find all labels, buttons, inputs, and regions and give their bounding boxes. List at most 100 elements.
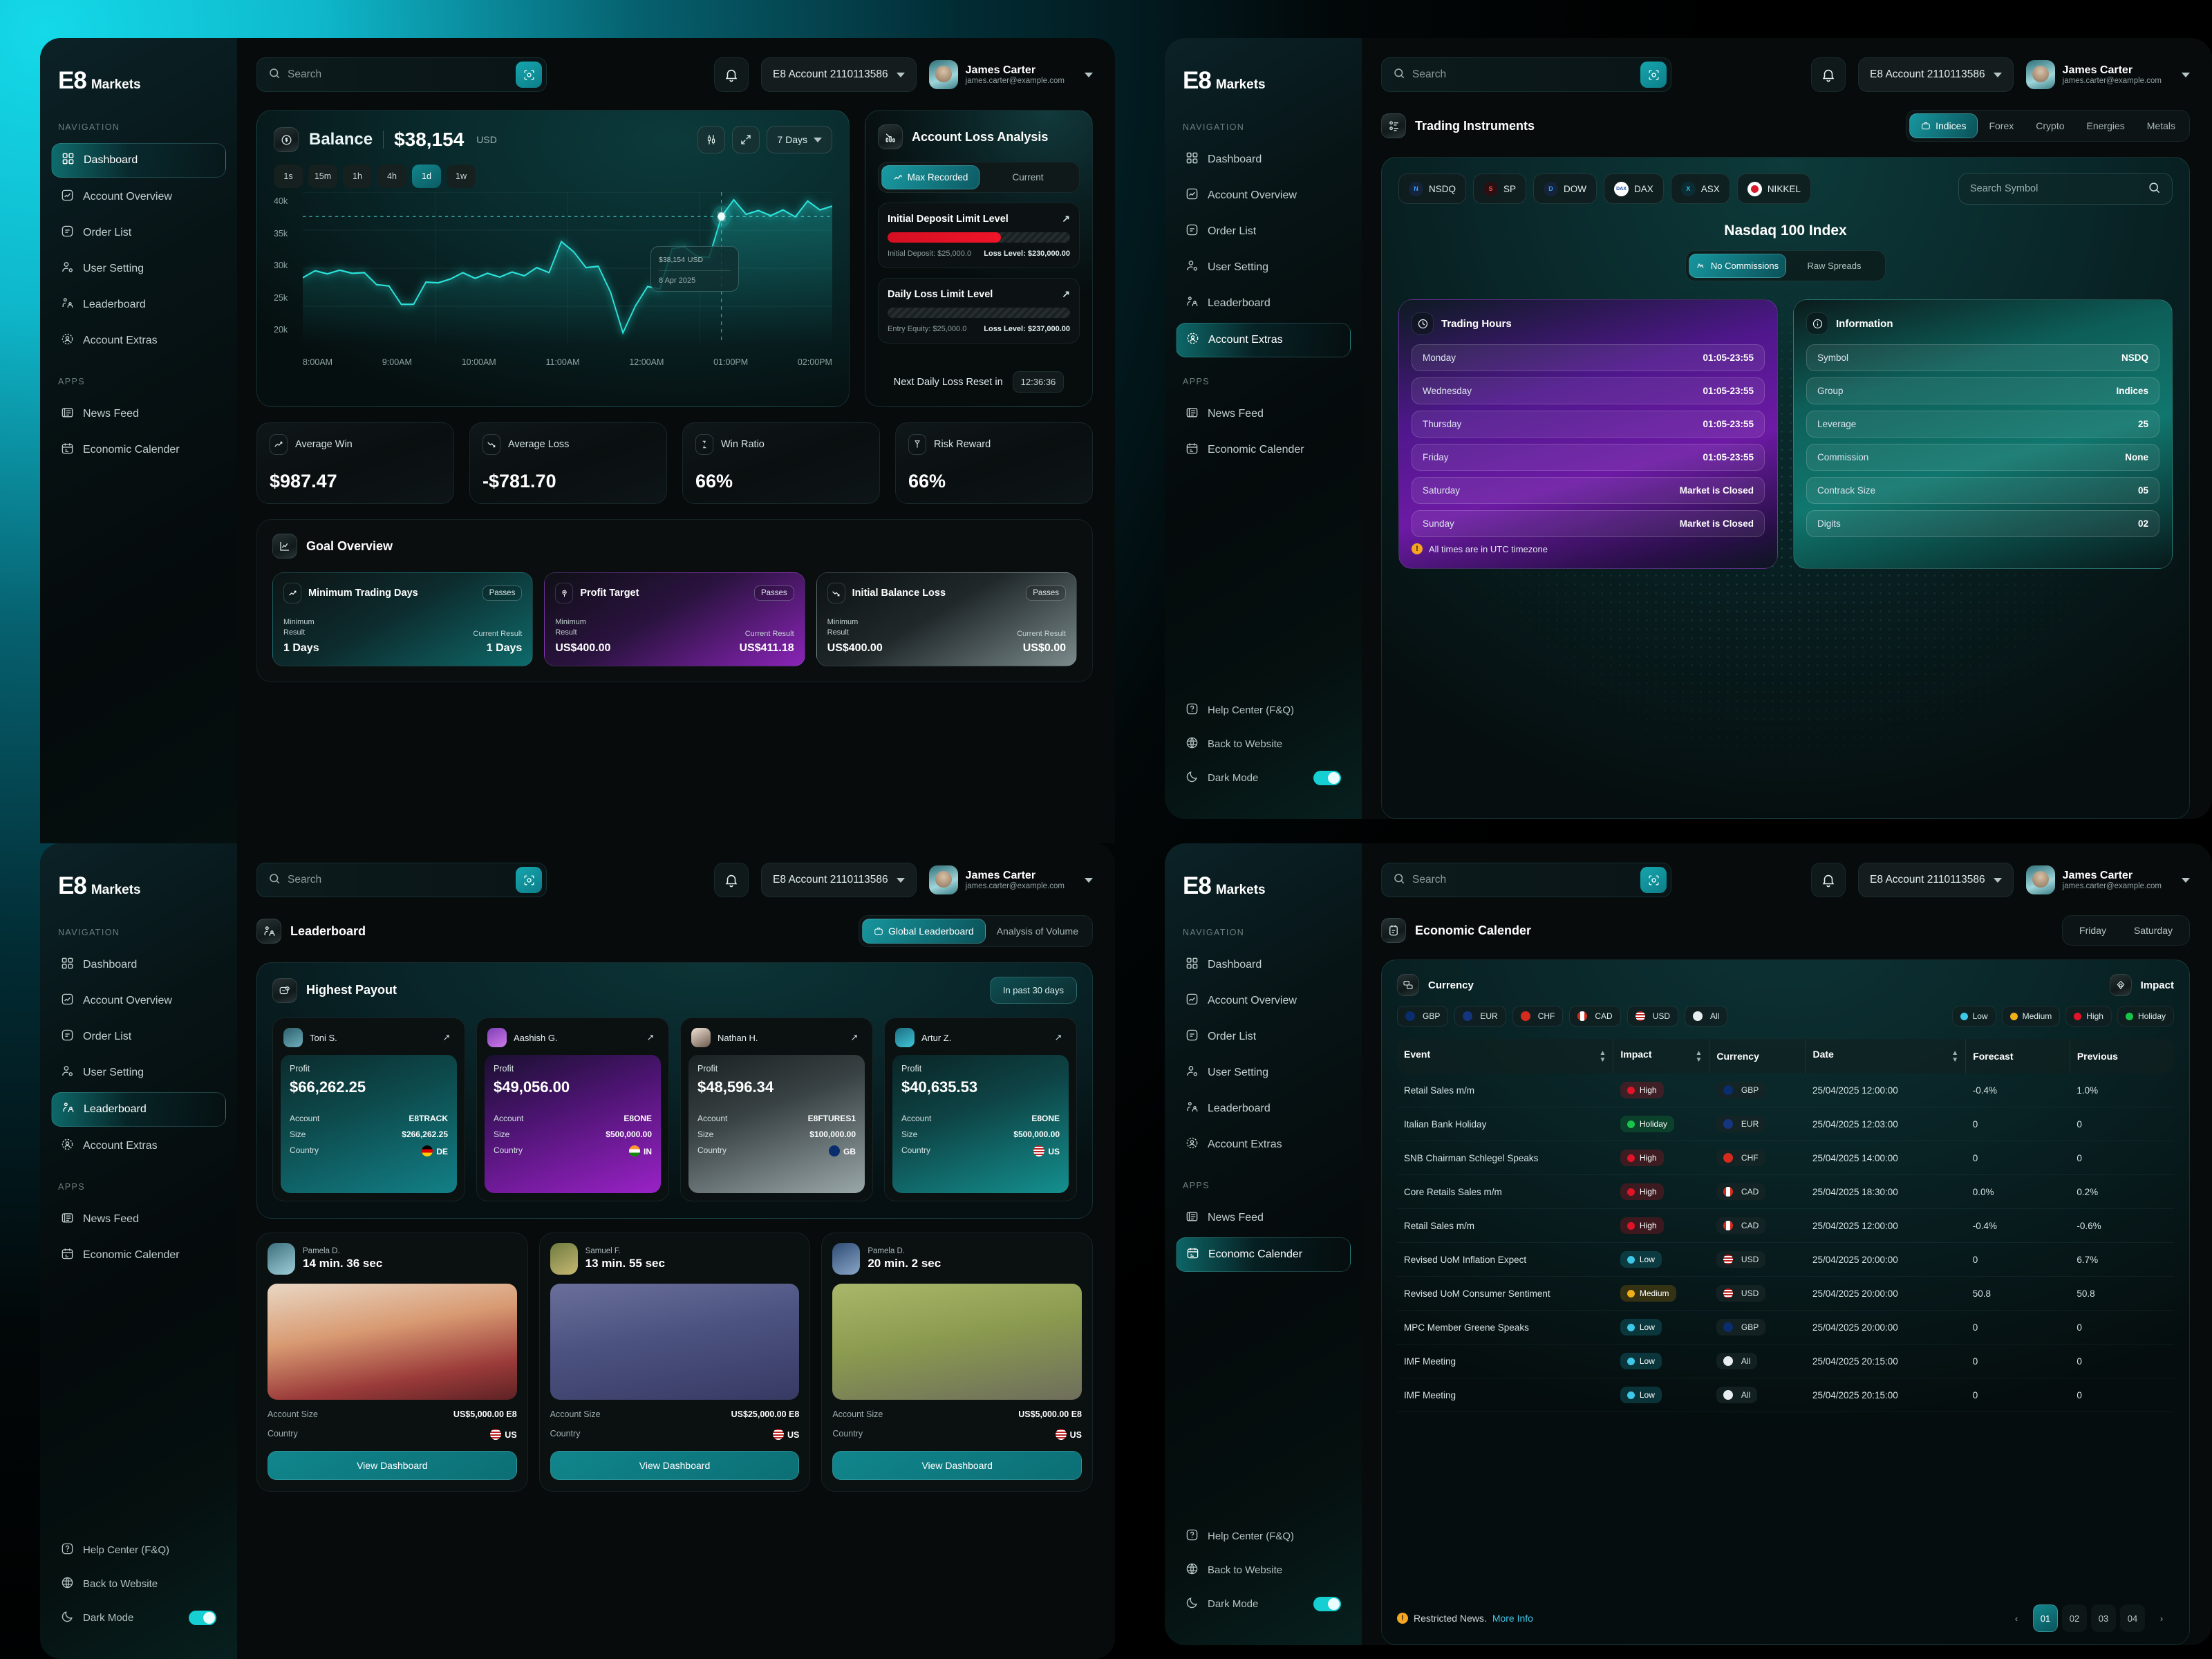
user-menu[interactable]: James Carter james.carter@example.com bbox=[928, 865, 1093, 894]
chevron-down-icon[interactable] bbox=[1085, 72, 1093, 77]
open-arrow-icon[interactable]: ↗ bbox=[1062, 288, 1070, 299]
account-selector[interactable]: E8 Account 2110113586 bbox=[761, 57, 917, 92]
sidebar-item-account-overview[interactable]: Account Overview bbox=[1176, 984, 1351, 1018]
table-row[interactable]: MPC Member Greene Speaks Low GBP 25/04/2025… bbox=[1397, 1310, 2174, 1344]
open-arrow-icon[interactable]: ↗ bbox=[850, 1032, 859, 1042]
sidebar-item-help-center[interactable]: Help Center (F&Q) bbox=[1176, 1520, 1351, 1553]
tab-no-commissions[interactable]: No Commissions bbox=[1689, 254, 1786, 278]
tab-global-leaderboard[interactable]: Global Leaderboard bbox=[861, 919, 986, 944]
table-row[interactable]: Revised UoM Consumer Sentiment Medium USD 2… bbox=[1397, 1276, 2174, 1311]
symbol-chip-dax[interactable]: DAX DAX bbox=[1604, 174, 1664, 204]
sidebar-item-account-extras[interactable]: Account Extras bbox=[1176, 1128, 1351, 1161]
sidebar-item-economic-calendar[interactable]: Economc Calender bbox=[1176, 1237, 1351, 1272]
chevron-down-icon[interactable] bbox=[2182, 877, 2190, 883]
currency-chip-gbp[interactable]: GBP bbox=[1397, 1006, 1449, 1027]
prev-page-button[interactable]: ‹ bbox=[2014, 1613, 2018, 1624]
account-selector[interactable]: E8 Account 2110113586 bbox=[761, 863, 917, 897]
symbol-chip-dow[interactable]: D DOW bbox=[1533, 174, 1597, 204]
dark-mode-row[interactable]: Dark Mode bbox=[1176, 1588, 1351, 1620]
range-selector[interactable]: 7 Days bbox=[767, 126, 832, 153]
legend-medium[interactable]: Medium bbox=[2001, 1006, 2061, 1027]
page-02[interactable]: 02 bbox=[2062, 1604, 2087, 1632]
col-previous[interactable]: Previous bbox=[2070, 1039, 2174, 1074]
sidebar-item-order-list[interactable]: Order List bbox=[1176, 215, 1351, 248]
timeframe-1h[interactable]: 1h bbox=[343, 165, 372, 188]
scan-icon[interactable] bbox=[516, 62, 542, 88]
leaderboard-card[interactable]: Nathan H. ↗ Profit $48,596.34 Account E8F… bbox=[680, 1018, 873, 1201]
sidebar-item-leaderboard[interactable]: Leaderboard bbox=[1176, 287, 1351, 320]
chevron-down-icon[interactable] bbox=[1085, 877, 1093, 883]
dark-mode-row[interactable]: Dark Mode bbox=[1176, 762, 1351, 794]
dark-mode-toggle[interactable] bbox=[1313, 771, 1341, 785]
sidebar-item-news-feed[interactable]: News Feed bbox=[1176, 1201, 1351, 1235]
notifications-button[interactable] bbox=[714, 57, 749, 92]
table-row[interactable]: IMF Meeting Low All 25/04/2025 20:15:00 0 0 bbox=[1397, 1344, 2174, 1378]
table-row[interactable]: Core Retails Sales m/m High CAD 25/04/2025 … bbox=[1397, 1174, 2174, 1209]
col-event[interactable]: Event ▲ ▼ bbox=[1397, 1039, 1614, 1074]
tab-crypto[interactable]: Crypto bbox=[2036, 120, 2065, 131]
sidebar-item-back-to-website[interactable]: Back to Website bbox=[1176, 1554, 1351, 1586]
currency-chip-chf[interactable]: CHF bbox=[1512, 1006, 1564, 1027]
leaderboard-card[interactable]: Aashish G. ↗ Profit $49,056.00 Account E8… bbox=[476, 1018, 669, 1201]
sidebar-item-user-setting[interactable]: User Setting bbox=[1176, 1056, 1351, 1089]
table-row[interactable]: SNB Chairman Schlegel Speaks High CHF 25/04… bbox=[1397, 1141, 2174, 1175]
sidebar-item-dashboard[interactable]: Dashboard bbox=[51, 143, 226, 178]
notifications-button[interactable] bbox=[1811, 57, 1846, 92]
tab-saturday[interactable]: Saturday bbox=[2133, 925, 2173, 936]
sidebar-item-account-extras[interactable]: Account Extras bbox=[1176, 323, 1351, 357]
symbol-chip-sp[interactable]: S SP bbox=[1473, 174, 1527, 204]
dark-mode-row[interactable]: Dark Mode bbox=[51, 1602, 226, 1634]
sort-icon[interactable]: ▲ ▼ bbox=[1695, 1049, 1703, 1064]
sidebar-item-dashboard[interactable]: Dashboard bbox=[1176, 143, 1351, 176]
sidebar-item-back-to-website[interactable]: Back to Website bbox=[51, 1568, 226, 1600]
tab-metals[interactable]: Metals bbox=[2146, 120, 2175, 131]
sidebar-item-leaderboard[interactable]: Leaderboard bbox=[51, 1092, 226, 1127]
tab-indices[interactable]: Indices bbox=[1909, 113, 1978, 138]
table-row[interactable]: Italian Bank Holiday Holiday EUR 25/04/2025… bbox=[1397, 1107, 2174, 1141]
table-row[interactable]: Retail Sales m/m High GBP 25/04/2025 12:00:… bbox=[1397, 1074, 2174, 1107]
sidebar-item-economic-calendar[interactable]: Economic Calender bbox=[1176, 433, 1351, 467]
sidebar-item-order-list[interactable]: Order List bbox=[51, 1020, 226, 1053]
timeframe-1w[interactable]: 1w bbox=[447, 165, 476, 188]
sidebar-item-leaderboard[interactable]: Leaderboard bbox=[1176, 1092, 1351, 1125]
sidebar-item-user-setting[interactable]: User Setting bbox=[51, 252, 226, 285]
col-forecast[interactable]: Forecast bbox=[1965, 1039, 2070, 1074]
sidebar-item-account-overview[interactable]: Account Overview bbox=[51, 984, 226, 1018]
open-arrow-icon[interactable]: ↗ bbox=[442, 1032, 451, 1042]
view-dashboard-button[interactable]: View Dashboard bbox=[550, 1451, 800, 1480]
scan-icon[interactable] bbox=[1640, 867, 1667, 893]
sidebar-item-news-feed[interactable]: News Feed bbox=[1176, 397, 1351, 431]
open-arrow-icon[interactable]: ↗ bbox=[1054, 1032, 1062, 1042]
tab-forex[interactable]: Forex bbox=[1989, 120, 2014, 131]
sidebar-item-back-to-website[interactable]: Back to Website bbox=[1176, 728, 1351, 760]
currency-chip-all[interactable]: All bbox=[1685, 1006, 1728, 1027]
legend-holiday[interactable]: Holiday bbox=[2117, 1006, 2174, 1027]
sidebar-item-user-setting[interactable]: User Setting bbox=[1176, 251, 1351, 284]
chevron-down-icon[interactable] bbox=[2182, 72, 2190, 77]
currency-chip-usd[interactable]: USD bbox=[1627, 1006, 1679, 1027]
sidebar-item-help-center[interactable]: Help Center (F&Q) bbox=[1176, 694, 1351, 727]
search-input[interactable]: Search bbox=[288, 68, 322, 80]
sidebar-item-help-center[interactable]: Help Center (F&Q) bbox=[51, 1534, 226, 1566]
sidebar-item-user-setting[interactable]: User Setting bbox=[51, 1056, 226, 1089]
sidebar-item-economic-calendar[interactable]: Economic Calender bbox=[51, 433, 226, 467]
candles-toggle-icon[interactable] bbox=[697, 126, 726, 153]
legend-high[interactable]: High bbox=[2065, 1006, 2112, 1027]
next-page-button[interactable]: › bbox=[2159, 1613, 2164, 1624]
sidebar-item-dashboard[interactable]: Dashboard bbox=[1176, 948, 1351, 982]
tab-max-recorded[interactable]: Max Recorded bbox=[881, 165, 980, 189]
sidebar-item-dashboard[interactable]: Dashboard bbox=[51, 948, 226, 982]
tab-energies[interactable]: Energies bbox=[2086, 120, 2125, 131]
open-arrow-icon[interactable]: ↗ bbox=[646, 1032, 655, 1042]
table-row[interactable]: Retail Sales m/m High CAD 25/04/2025 12:00:… bbox=[1397, 1208, 2174, 1243]
leaderboard-card[interactable]: Artur Z. ↗ Profit $40,635.53 Account E8ON… bbox=[884, 1018, 1077, 1201]
notifications-button[interactable] bbox=[1811, 863, 1846, 897]
sidebar-item-account-extras[interactable]: Account Extras bbox=[51, 1130, 226, 1163]
page-04[interactable]: 04 bbox=[2120, 1604, 2145, 1632]
user-menu[interactable]: James Carter james.carter@example.com bbox=[2025, 865, 2190, 894]
sidebar-item-account-overview[interactable]: Account Overview bbox=[51, 180, 226, 214]
timeframe-4h[interactable]: 4h bbox=[377, 165, 406, 188]
sort-icon[interactable]: ▲ ▼ bbox=[1599, 1049, 1606, 1064]
more-info-link[interactable]: More Info bbox=[1492, 1613, 1533, 1624]
symbol-search-input[interactable]: Search Symbol bbox=[1958, 173, 2173, 205]
